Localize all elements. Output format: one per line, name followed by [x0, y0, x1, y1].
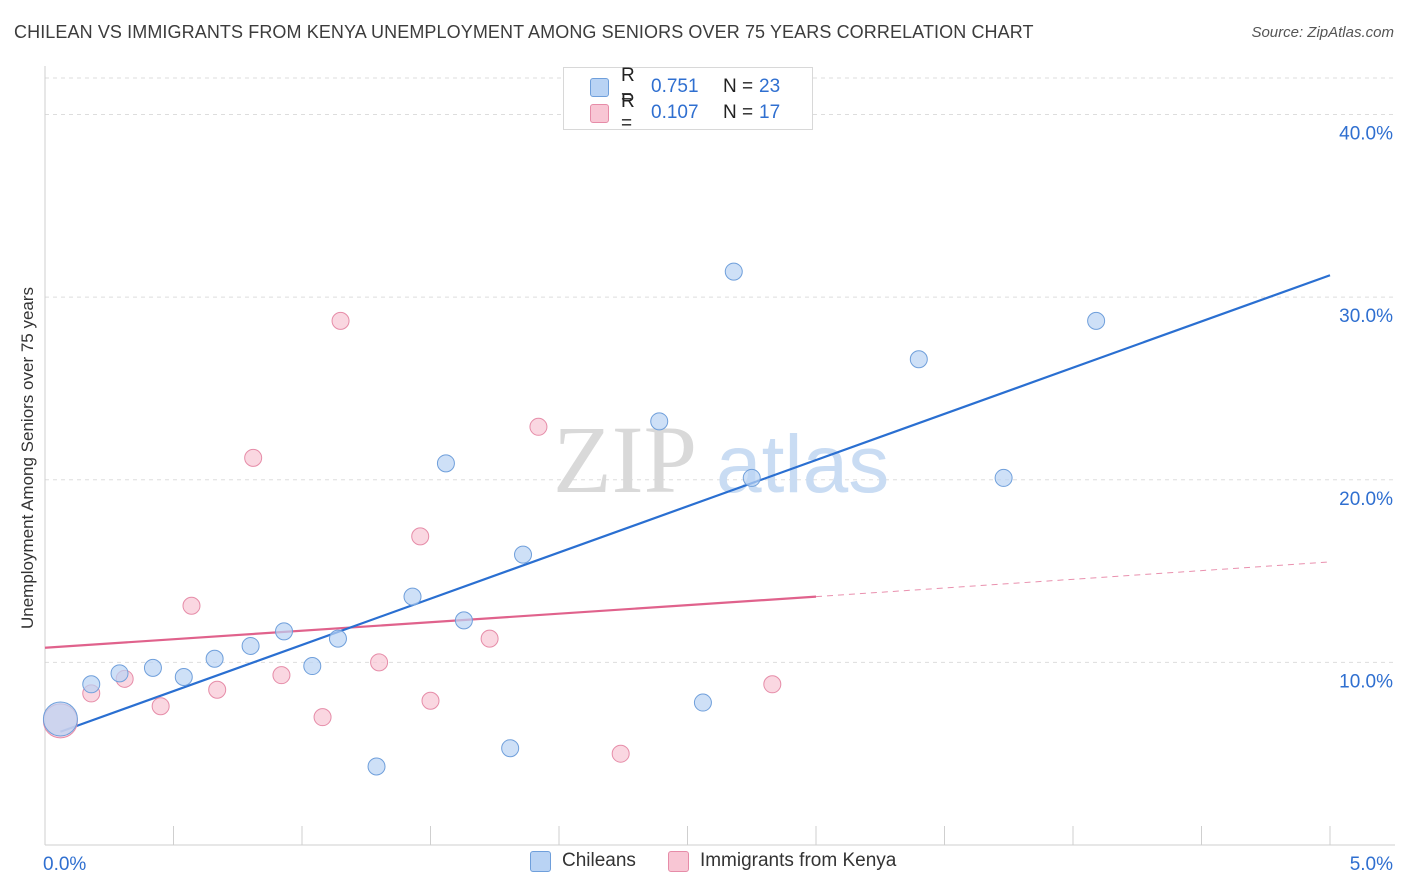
source-credit: Source: ZipAtlas.com — [1251, 24, 1394, 41]
data-points — [42, 262, 1106, 776]
gridlines — [45, 77, 1395, 663]
r-label: R = — [621, 91, 635, 134]
chileans-point — [241, 636, 260, 655]
chart-title: CHILEAN VS IMMIGRANTS FROM KENYA UNEMPLO… — [14, 22, 1034, 42]
n-value: 17 — [759, 102, 781, 123]
n-label: N = — [723, 102, 754, 123]
watermark-zip: ZIP — [553, 406, 697, 513]
kenya-point — [763, 675, 782, 694]
x-tick-label: 5.0% — [1350, 854, 1393, 875]
chileans-point — [303, 657, 322, 676]
stats-row-kenya: R = 0.107 N = 17 — [590, 91, 781, 134]
n-value: 23 — [759, 76, 781, 97]
chileans-point — [650, 412, 669, 431]
kenya-point — [272, 666, 291, 685]
chileans-point — [275, 622, 294, 641]
kenya-point — [151, 697, 170, 716]
chileans-point — [454, 611, 473, 630]
chileans-point — [328, 629, 347, 648]
legend-item-kenya[interactable]: Immigrants from Kenya — [667, 850, 897, 872]
n-label: N = — [723, 76, 754, 97]
kenya-point — [208, 680, 227, 699]
legend-label: Immigrants from Kenya — [699, 850, 897, 871]
chileans-point — [742, 468, 761, 487]
y-tick-label: 10.0% — [1339, 671, 1393, 692]
y-tick-label: 30.0% — [1339, 306, 1393, 327]
chileans-point — [514, 545, 533, 564]
chileans-point — [693, 693, 712, 712]
kenya-point — [331, 311, 350, 330]
chileans-point — [143, 658, 162, 677]
chileans-point — [367, 757, 386, 776]
kenya-point — [421, 691, 440, 710]
legend-label: Chileans — [562, 850, 636, 871]
kenya-point — [529, 417, 548, 436]
chileans-point — [909, 350, 928, 369]
chileans-point — [403, 587, 422, 606]
kenya-legend-swatch — [667, 850, 689, 872]
chileans-swatch — [590, 77, 609, 97]
kenya-point — [313, 708, 332, 727]
kenya-point — [411, 527, 430, 546]
kenya-point — [370, 653, 389, 672]
chileans-legend-swatch — [530, 850, 551, 872]
chileans-point — [205, 649, 224, 668]
stats-row-chileans: R = 0.751 N = 23 — [590, 65, 781, 108]
chileans-point — [82, 675, 101, 694]
kenya-point — [244, 448, 263, 467]
legend-item-chileans[interactable]: Chileans — [530, 850, 636, 872]
chileans-point — [1087, 311, 1106, 330]
series-legend: Chileans Immigrants from Kenya — [530, 850, 928, 872]
r-value: 0.107 — [651, 102, 699, 123]
stats-legend: R = 0.751 N = 23 R = 0.107 N = 17 — [563, 65, 813, 134]
chileans-point — [724, 262, 743, 281]
kenya-point — [182, 596, 201, 615]
r-value: 0.751 — [651, 76, 699, 97]
chileans-point — [436, 454, 455, 473]
chileans-point — [501, 739, 520, 758]
chileans-point — [174, 667, 193, 686]
kenya-point — [611, 744, 630, 763]
kenya-trend-line — [44, 595, 817, 649]
x-tick-label: 0.0% — [43, 854, 86, 875]
chileans-point — [42, 701, 78, 737]
trend-lines — [44, 274, 1331, 733]
kenya-swatch — [590, 103, 609, 123]
chileans-trend-line — [60, 274, 1331, 733]
chileans-point — [994, 468, 1013, 487]
kenya-point — [480, 629, 499, 648]
r-label: R = — [621, 65, 635, 108]
y-axis-title: Unemployment Among Seniors over 75 years — [18, 286, 37, 630]
y-tick-label: 40.0% — [1339, 124, 1393, 145]
chileans-point — [110, 664, 129, 683]
kenya-trend-extension — [815, 561, 1331, 598]
y-tick-label: 20.0% — [1339, 489, 1393, 510]
tick-labels: 10.0% 20.0% 30.0% 40.0% 0.0% 5.0% — [43, 124, 1393, 875]
